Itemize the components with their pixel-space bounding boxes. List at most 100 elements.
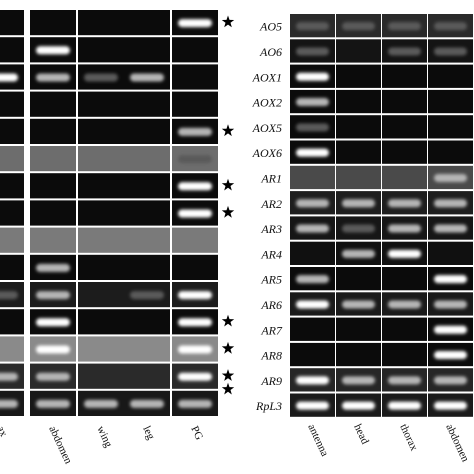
right-gel-lane: [382, 342, 427, 367]
left-gel-lane: [78, 91, 124, 117]
band: [130, 399, 164, 408]
left-gel-lane: [78, 118, 124, 144]
left-gel-lane: [124, 254, 170, 280]
left-gel-lane: [78, 227, 124, 253]
star: [221, 369, 235, 381]
band: [296, 224, 329, 233]
left-gel-lane: [124, 10, 170, 36]
left-gel-lane: [30, 91, 76, 117]
left-gel-lane: [78, 363, 124, 389]
band: [178, 399, 212, 408]
band: [178, 291, 212, 300]
band: [0, 73, 18, 82]
band: [178, 19, 212, 28]
band: [434, 325, 467, 334]
row-label: RpL3: [255, 399, 282, 413]
row-label: AR3: [260, 222, 282, 236]
band: [434, 275, 467, 284]
band: [388, 249, 421, 258]
left-gel-lane: [0, 118, 24, 144]
band: [388, 22, 421, 31]
right-gel-lane: [382, 115, 427, 139]
column-label: thorax: [397, 422, 420, 453]
left-gel-lane: [78, 173, 124, 199]
left-gel-lane: [30, 10, 76, 36]
band: [296, 22, 329, 31]
star: [221, 205, 235, 218]
column-label: leg: [140, 424, 157, 442]
band: [178, 345, 212, 354]
band: [434, 173, 467, 182]
column-label: abdomen: [46, 424, 74, 466]
band: [296, 123, 329, 132]
right-gel-lane: [382, 165, 427, 190]
band: [296, 199, 329, 208]
row-label: AR8: [260, 349, 282, 363]
band: [0, 399, 18, 408]
band: [342, 300, 375, 309]
right-gel-lane: [290, 165, 335, 190]
right-gel-lane: [428, 140, 473, 164]
left-gel-lane: [124, 146, 170, 172]
band: [388, 401, 421, 410]
left-gel-lane: [0, 309, 24, 335]
column-label: PG: [188, 424, 205, 442]
band: [36, 263, 70, 272]
row-label: AR2: [260, 197, 282, 211]
band: [296, 401, 329, 410]
right-gel-lane: [428, 241, 473, 265]
right-gel-lane: [336, 64, 381, 88]
right-gel-lane: [382, 89, 427, 114]
band: [178, 318, 212, 327]
right-gel-lane: [336, 115, 381, 139]
column-label: abdomen: [443, 422, 471, 464]
row-label: AOX5: [252, 121, 282, 135]
band: [388, 47, 421, 56]
left-gel-lane: [124, 91, 170, 117]
band: [36, 318, 70, 327]
band: [434, 22, 467, 31]
column-label: ax: [0, 424, 10, 439]
row-label: AR7: [260, 323, 283, 337]
right-gel-lane: [428, 64, 473, 88]
left-gel-lane: [172, 254, 218, 280]
right-gel-lane: [290, 317, 335, 341]
star: [221, 15, 235, 28]
band: [388, 376, 421, 385]
band: [388, 300, 421, 309]
band: [36, 46, 70, 55]
left-gel-lane: [0, 173, 24, 199]
left-gel-lane: [78, 10, 124, 36]
band: [178, 209, 212, 218]
right-gel-lane: [336, 342, 381, 367]
right-gel-lane: [382, 64, 427, 88]
band: [36, 73, 70, 82]
band: [178, 127, 212, 136]
left-gel-lane: [78, 309, 124, 335]
right-gel-lane: [382, 267, 427, 291]
row-label: AR4: [260, 247, 282, 261]
band: [0, 372, 18, 381]
left-gel-lane: [124, 173, 170, 199]
right-gel-lane: [382, 317, 427, 341]
row-label: AOX2: [252, 96, 282, 110]
left-gel-lane: [0, 91, 24, 117]
row-label: AR1: [260, 171, 282, 185]
column-label: wing: [94, 424, 114, 449]
left-gel-lane: [30, 227, 76, 253]
row-label: AR6: [260, 298, 282, 312]
band: [36, 372, 70, 381]
right-gel-lane: [336, 267, 381, 291]
band: [434, 401, 467, 410]
band: [342, 401, 375, 410]
left-gel-lane: [124, 37, 170, 63]
column-label: antenna: [305, 422, 330, 458]
left-gel-lane: [124, 118, 170, 144]
right-gel-lane: [336, 140, 381, 164]
row-label: AOX1: [252, 70, 282, 84]
left-gel-lane: [78, 282, 124, 308]
band: [296, 72, 329, 81]
band: [296, 47, 329, 56]
band: [434, 376, 467, 385]
left-gel-lane: [172, 37, 218, 63]
